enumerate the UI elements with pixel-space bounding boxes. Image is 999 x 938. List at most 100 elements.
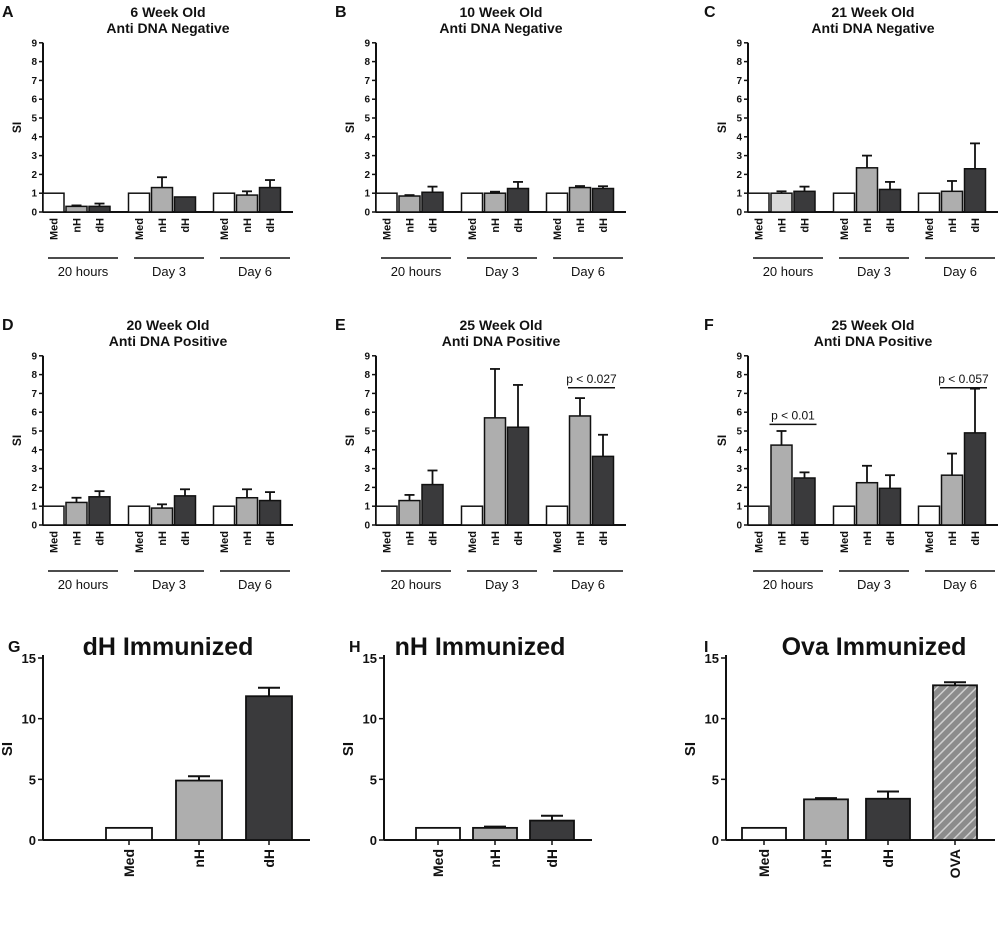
significance-label: p < 0.01 [771, 408, 815, 422]
group-label: 20 hours [763, 264, 814, 279]
y-tick-label: 2 [736, 483, 742, 494]
y-tick-label: 4 [31, 445, 37, 456]
bar-dh [421, 191, 444, 213]
y-tick-label: 4 [364, 445, 370, 456]
bar-med [42, 505, 65, 526]
group-label: Day 3 [857, 264, 891, 279]
y-tick-label: 15 [22, 651, 36, 666]
y-tick-label: 6 [736, 408, 742, 419]
panel-label: F [704, 317, 714, 334]
bar-nh [770, 444, 793, 526]
bar-nh [398, 195, 421, 213]
x-category-label: OVA [947, 849, 963, 878]
bar-nh [568, 415, 592, 526]
group-label: Day 6 [571, 577, 605, 592]
panel-title-line2: Anti DNA Negative [811, 20, 934, 36]
panel-label: H [349, 639, 361, 656]
bar-nh [770, 192, 793, 213]
x-category-label: Med [49, 218, 61, 240]
group-label: Day 3 [485, 577, 519, 592]
group-label: Day 6 [238, 264, 272, 279]
group-label: Day 6 [943, 264, 977, 279]
y-tick-label: 5 [712, 772, 719, 787]
y-tick-label: 4 [736, 445, 742, 456]
x-category-label: Med [552, 531, 564, 553]
x-category-label: nH [575, 531, 587, 546]
bar-dh [88, 496, 111, 526]
x-category-label: dH [800, 531, 812, 546]
bar-dh [506, 187, 530, 213]
y-tick-label: 2 [31, 170, 37, 181]
panel-title: Ova Immunized [782, 633, 967, 661]
y-tick-label: 5 [31, 114, 37, 125]
panel-title-line2: Anti DNA Positive [109, 333, 228, 349]
y-tick-label: 6 [31, 408, 37, 419]
y-tick-label: 10 [363, 712, 377, 727]
x-category-label: dH [180, 531, 192, 546]
bar-dh [506, 426, 530, 526]
y-tick-label: 9 [31, 38, 37, 49]
y-tick-label: 1 [31, 189, 37, 200]
bar-nh [150, 186, 174, 213]
bar-dh [529, 819, 575, 841]
y-tick-label: 9 [736, 351, 742, 362]
panel-title-line1: 10 Week Old [459, 4, 542, 20]
bar-med [127, 192, 151, 213]
bar-dh [88, 205, 111, 213]
group-label: 20 hours [58, 577, 109, 592]
bar-nh [483, 192, 507, 213]
x-category-label: nH [487, 849, 503, 868]
x-category-label: nH [777, 218, 789, 233]
bar-dh [591, 187, 615, 213]
x-category-label: dH [513, 218, 525, 233]
y-axis-title: SI [682, 742, 699, 756]
y-tick-label: 0 [364, 208, 370, 219]
panel-label: E [335, 317, 346, 334]
panel-label: B [335, 4, 347, 21]
bar-dh [173, 495, 197, 526]
x-category-label: Med [49, 531, 61, 553]
group-label: Day 6 [238, 577, 272, 592]
x-category-label: dH [885, 218, 897, 233]
y-tick-label: 0 [736, 521, 742, 532]
panel-title-line2: Anti DNA Positive [814, 333, 933, 349]
y-tick-label: 8 [364, 370, 370, 381]
y-tick-label: 5 [31, 427, 37, 438]
x-category-label: nH [862, 218, 874, 233]
bar-dh [258, 186, 282, 213]
x-category-label: nH [575, 218, 587, 233]
y-tick-label: 7 [364, 76, 370, 87]
y-tick-label: 3 [736, 151, 742, 162]
significance-label: p < 0.057 [938, 372, 989, 386]
x-category-label: Med [924, 218, 936, 240]
panel-label: C [704, 4, 716, 21]
group-label: Day 6 [943, 577, 977, 592]
bar-med [375, 505, 398, 526]
bar-med [375, 192, 398, 213]
group-label: Day 3 [152, 577, 186, 592]
bar-nh [940, 474, 964, 526]
x-category-label: dH [970, 218, 982, 233]
y-tick-label: 7 [364, 389, 370, 400]
y-tick-label: 9 [364, 351, 370, 362]
bar-med [917, 505, 941, 526]
bar-dh [878, 487, 902, 526]
bar-ova [932, 684, 978, 841]
bar-dh [258, 499, 282, 526]
x-category-label: nH [490, 531, 502, 546]
panel-title-line1: 21 Week Old [831, 4, 914, 20]
group-label: 20 hours [763, 577, 814, 592]
y-tick-label: 6 [31, 95, 37, 106]
panel-label: A [2, 4, 14, 21]
x-category-label: Med [839, 218, 851, 240]
bar-dh [865, 797, 911, 841]
x-category-label: dH [513, 531, 525, 546]
bar-nh [472, 826, 518, 841]
y-tick-label: 2 [31, 483, 37, 494]
x-category-label: nH [947, 531, 959, 546]
